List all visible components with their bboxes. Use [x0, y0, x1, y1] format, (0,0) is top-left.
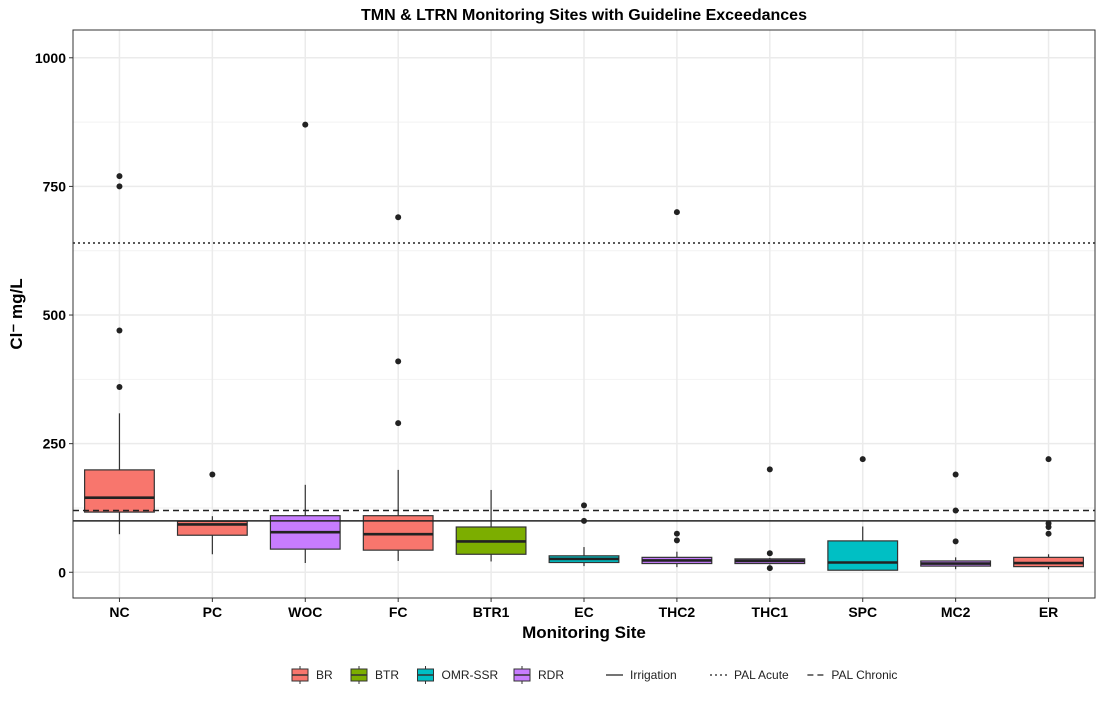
box-iqr [84, 469, 155, 513]
box-SPC [827, 456, 899, 571]
outlier-point [673, 209, 680, 216]
outlier-point [116, 327, 123, 334]
outlier-point [209, 471, 216, 478]
y-tick-label: 750 [43, 178, 67, 194]
legend-item-OMR-SSR: OMR-SSR [417, 666, 499, 684]
outlier-point [952, 538, 959, 545]
x-tick-label: THC1 [752, 604, 789, 620]
x-tick-label: FC [389, 604, 408, 620]
legend-item-RDR: RDR [513, 666, 564, 684]
outlier-point [1045, 456, 1052, 463]
legend-label: BR [316, 668, 333, 682]
legend-label: RDR [538, 668, 564, 682]
legend-item-BTR: BTR [350, 666, 399, 684]
box-EC [548, 502, 620, 567]
outlier-point [395, 420, 402, 427]
x-axis-title: Monitoring Site [522, 623, 646, 642]
legend-item-pal-acute: PAL Acute [710, 668, 789, 682]
x-tick-label: SPC [848, 604, 877, 620]
outlier-point [766, 565, 773, 572]
x-tick-label: WOC [288, 604, 322, 620]
legend-item-pal-chronic: PAL Chronic [807, 668, 897, 682]
box-THC1 [734, 466, 806, 572]
legend-label: BTR [375, 668, 399, 682]
y-tick-label: 250 [43, 436, 67, 452]
y-tick-label: 1000 [35, 50, 66, 66]
box-iqr [827, 540, 899, 571]
outlier-point [952, 471, 959, 478]
chart-title: TMN & LTRN Monitoring Sites with Guideli… [361, 7, 807, 24]
x-tick-label: THC2 [659, 604, 696, 620]
outlier-point [673, 530, 680, 537]
box-THC2 [641, 209, 713, 568]
y-axis-title: Cl⁻ mg/L [7, 278, 26, 349]
legend-label: OMR-SSR [442, 668, 499, 682]
box-ER [1013, 456, 1084, 570]
outlier-point [116, 173, 123, 180]
outlier-point [581, 502, 587, 509]
legend: BR BTR OMR-SSR RDR Irrigation PAL Acute PAL Ch… [291, 666, 897, 684]
outlier-point [302, 121, 309, 128]
outlier-point [766, 466, 773, 473]
outlier-point [116, 384, 123, 391]
outlier-point [395, 358, 402, 365]
outlier-point [859, 456, 866, 463]
x-tick-label: EC [574, 604, 593, 620]
outlier-point [766, 550, 773, 557]
y-tick-label: 0 [58, 564, 66, 580]
legend-label: PAL Acute [734, 668, 789, 682]
x-tick-label: NC [109, 604, 129, 620]
legend-label: PAL Chronic [831, 668, 897, 682]
legend-label: Irrigation [630, 668, 677, 682]
box-BTR1 [455, 489, 527, 562]
plot-border [72, 29, 1096, 599]
box-MC2 [920, 471, 992, 570]
x-tick-label: BTR1 [473, 604, 510, 620]
x-tick-label: MC2 [941, 604, 971, 620]
x-tick-label: ER [1039, 604, 1058, 620]
legend-item-irrigation: Irrigation [606, 668, 677, 682]
y-tick-label: 500 [43, 307, 67, 323]
outlier-point [116, 183, 123, 190]
outlier-point [1045, 524, 1052, 530]
outlier-point [1045, 530, 1052, 537]
outlier-point [395, 214, 402, 221]
legend-item-BR: BR [291, 666, 333, 684]
x-tick-label: PC [203, 604, 222, 620]
box-NC [84, 173, 155, 535]
outlier-point [673, 537, 680, 544]
